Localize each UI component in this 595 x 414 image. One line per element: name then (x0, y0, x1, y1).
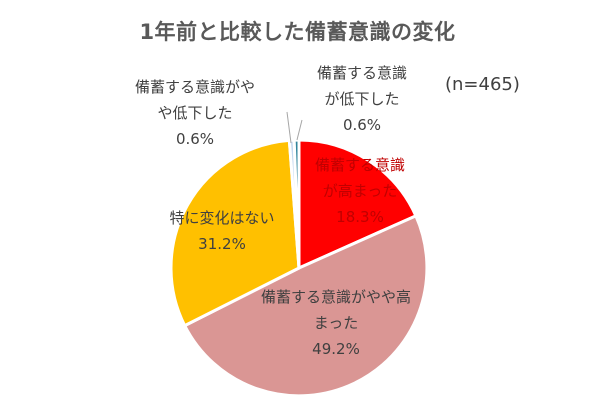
label-slice-1-line-1: 備蓄する意識がやや高 (260, 288, 411, 306)
label-slice-3-line-1: 備蓄する意識がや (134, 78, 255, 96)
label-slice-4-line-2: が低下した (324, 90, 400, 108)
label-slice-2-line-1: 特に変化はない (169, 209, 275, 227)
label-slice-0: 備蓄する意識 が高まった 18.3% (300, 152, 420, 230)
chart-title: 1年前と比較した備蓄意識の変化 (139, 20, 456, 44)
pie-slice-4 (292, 138, 301, 270)
label-slice-2: 特に変化はない 31.2% (147, 205, 297, 257)
label-slice-3-line-2: や低下した (157, 104, 233, 122)
label-slice-4-line-1: 備蓄する意識 (316, 64, 407, 82)
label-slice-1-value: 49.2% (312, 340, 360, 358)
pie-slice-1 (183, 214, 429, 398)
pie-slice-2 (169, 138, 301, 328)
label-slice-0-line-2: が高まった (322, 182, 398, 200)
label-slice-0-value: 18.3% (336, 208, 384, 226)
label-slice-3: 備蓄する意識がや や低下した 0.6% (125, 74, 265, 152)
label-slice-2-value: 31.2% (198, 235, 246, 253)
pie-slice-0 (297, 138, 418, 270)
label-slice-1-line-2: まった (313, 314, 359, 332)
label-slice-4: 備蓄する意識 が低下した 0.6% (297, 60, 427, 138)
leader-line-4 (296, 119, 303, 141)
label-slice-1: 備蓄する意識がやや高 まった 49.2% (246, 284, 426, 362)
label-slice-3-value: 0.6% (175, 130, 215, 148)
sample-size-label: (n=465) (445, 74, 520, 95)
label-slice-0-line-1: 備蓄する意識 (314, 156, 405, 174)
label-slice-4-value: 0.6% (342, 116, 382, 134)
leader-line-3 (286, 111, 292, 144)
